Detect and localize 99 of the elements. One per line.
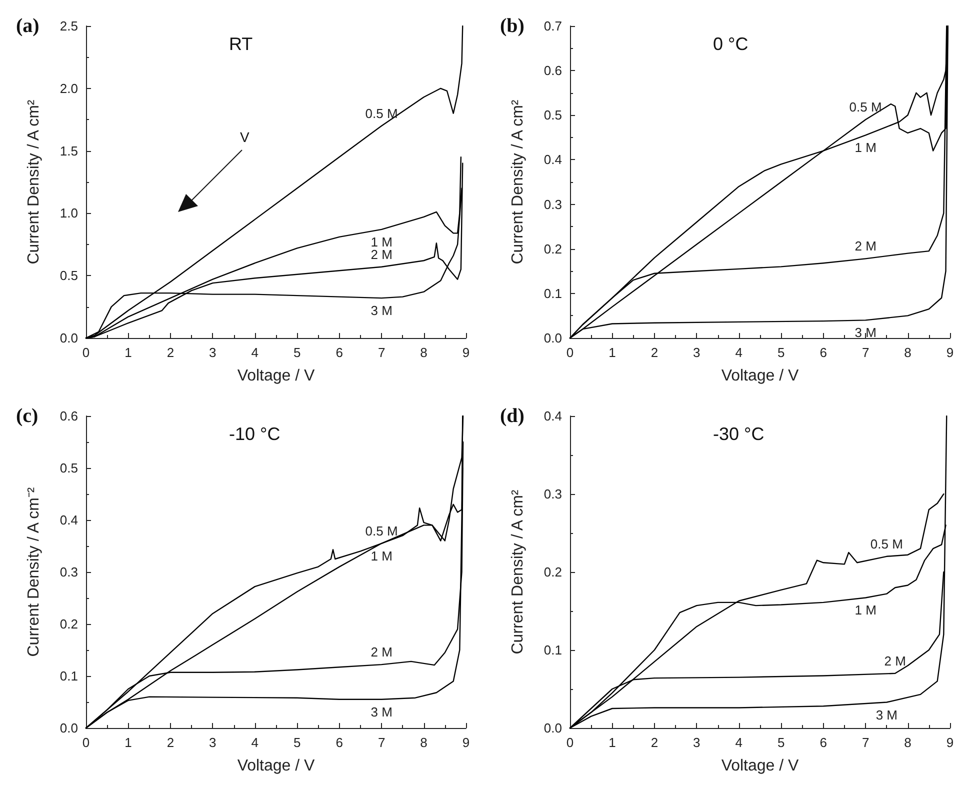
series-label: 1 M [370, 234, 392, 250]
series-label: 0.5 M [870, 536, 903, 552]
x-tick-label: 7 [378, 345, 386, 360]
y-tick-label: 0.5 [60, 268, 78, 284]
x-tick-label: 8 [904, 345, 912, 360]
y-axis-title: Current Density / A cm² [510, 99, 526, 264]
x-tick-label: 6 [336, 735, 343, 750]
series-label: 3 M [370, 704, 392, 720]
chart-title: -30 °C [713, 424, 764, 444]
series-label: 1 M [854, 602, 876, 618]
series-label: 0.5 M [365, 523, 398, 538]
x-tick-label: 9 [946, 345, 954, 360]
y-tick-label: 0.0 [60, 330, 78, 346]
x-axis-title: Voltage / V [721, 368, 800, 384]
x-tick-label: 1 [608, 345, 616, 360]
x-tick-label: 2 [650, 345, 658, 360]
x-tick-label: 3 [209, 735, 216, 750]
x-tick-label: 9 [462, 345, 470, 360]
y-tick-label: 0.4 [60, 512, 78, 528]
x-tick-label: 3 [693, 345, 700, 360]
y-tick-label: 1.5 [60, 143, 78, 158]
x-tick-label: 1 [124, 735, 132, 750]
x-axis-title: Voltage / V [237, 368, 316, 384]
x-tick-label: 1 [608, 735, 616, 750]
series-label: 0.5 M [849, 100, 882, 115]
series-label: 3 M [370, 303, 392, 318]
x-axis-title: Voltage / V [721, 758, 800, 774]
x-tick-label: 8 [420, 735, 428, 750]
y-tick-label: 0.0 [544, 720, 562, 736]
x-tick-label: 2 [650, 735, 658, 750]
x-tick-label: 4 [735, 735, 743, 750]
y-tick-label: 0.3 [544, 196, 562, 212]
y-axis-title: Current Density / A cm² [26, 99, 42, 264]
x-tick-label: 6 [820, 345, 827, 360]
x-tick-label: 8 [904, 735, 912, 750]
y-tick-label: 0.5 [60, 460, 78, 476]
y-tick-label: 0.4 [544, 408, 562, 424]
text: (c) [16, 405, 38, 427]
y-tick-label: 0.2 [60, 616, 78, 632]
y-tick-label: 0.4 [544, 152, 562, 168]
y-tick-label: 0.6 [60, 408, 78, 424]
x-tick-label: 9 [462, 735, 470, 750]
x-tick-label: 7 [862, 735, 870, 750]
y-tick-label: 0.1 [544, 642, 562, 658]
chart-title: -10 °C [229, 424, 280, 444]
y-tick-label: 2.5 [60, 18, 78, 34]
x-tick-label: 5 [293, 345, 301, 360]
x-tick-label: 0 [82, 735, 90, 750]
x-tick-label: 4 [251, 345, 259, 360]
series-label: 2 M [884, 653, 906, 668]
chart-title: RT [229, 34, 253, 54]
x-tick-label: 0 [566, 345, 574, 360]
y-axis-title: Current Density / A cm² [510, 489, 526, 654]
y-axis-title: Current Density / A cm⁻² [26, 486, 42, 657]
y-tick-label: 0.0 [60, 720, 78, 736]
x-tick-label: 2 [166, 345, 174, 360]
x-tick-label: 5 [777, 735, 785, 750]
y-tick-label: 0.0 [544, 330, 562, 346]
y-tick-label: 2.0 [60, 80, 78, 96]
x-tick-label: 0 [82, 345, 90, 360]
series-label: 1 M [370, 548, 392, 564]
x-tick-label: 7 [862, 345, 870, 360]
y-tick-label: 0.3 [60, 564, 78, 580]
text: (a) [16, 15, 40, 37]
x-tick-label: 3 [209, 345, 216, 360]
annotation: V [240, 129, 250, 145]
series-label: 1 M [854, 140, 876, 156]
x-tick-label: 5 [293, 735, 301, 750]
x-tick-label: 4 [251, 735, 259, 750]
x-tick-label: 6 [820, 735, 827, 750]
x-axis-title: Voltage / V [237, 758, 316, 774]
x-tick-label: 3 [693, 735, 700, 750]
y-tick-label: 0.2 [544, 564, 562, 580]
x-tick-label: 7 [378, 735, 386, 750]
x-tick-label: 4 [735, 345, 743, 360]
x-tick-label: 6 [336, 345, 343, 360]
series-label: 3 M [854, 325, 876, 340]
y-tick-label: 0.2 [544, 241, 562, 256]
x-tick-label: 9 [946, 735, 954, 750]
text: (d) [500, 405, 524, 427]
x-tick-label: 1 [124, 345, 132, 360]
series-label: 2 M [854, 238, 876, 254]
series-label: 2 M [370, 246, 392, 262]
series-label: 2 M [370, 644, 392, 660]
y-tick-label: 0.5 [544, 108, 562, 123]
x-tick-label: 0 [566, 735, 574, 750]
y-tick-label: 1.0 [60, 206, 78, 221]
x-tick-label: 8 [420, 345, 428, 360]
x-tick-label: 2 [166, 735, 174, 750]
y-tick-label: 0.1 [544, 286, 562, 301]
text: (b) [500, 15, 524, 37]
y-tick-label: 0.6 [544, 63, 562, 78]
y-tick-label: 0.7 [544, 18, 562, 34]
series-label: 3 M [876, 707, 898, 722]
series-label: 0.5 M [365, 106, 398, 121]
y-tick-label: 0.1 [60, 668, 78, 684]
x-tick-label: 5 [777, 345, 785, 360]
y-tick-label: 0.3 [544, 486, 562, 502]
chart-title: 0 °C [713, 34, 748, 54]
